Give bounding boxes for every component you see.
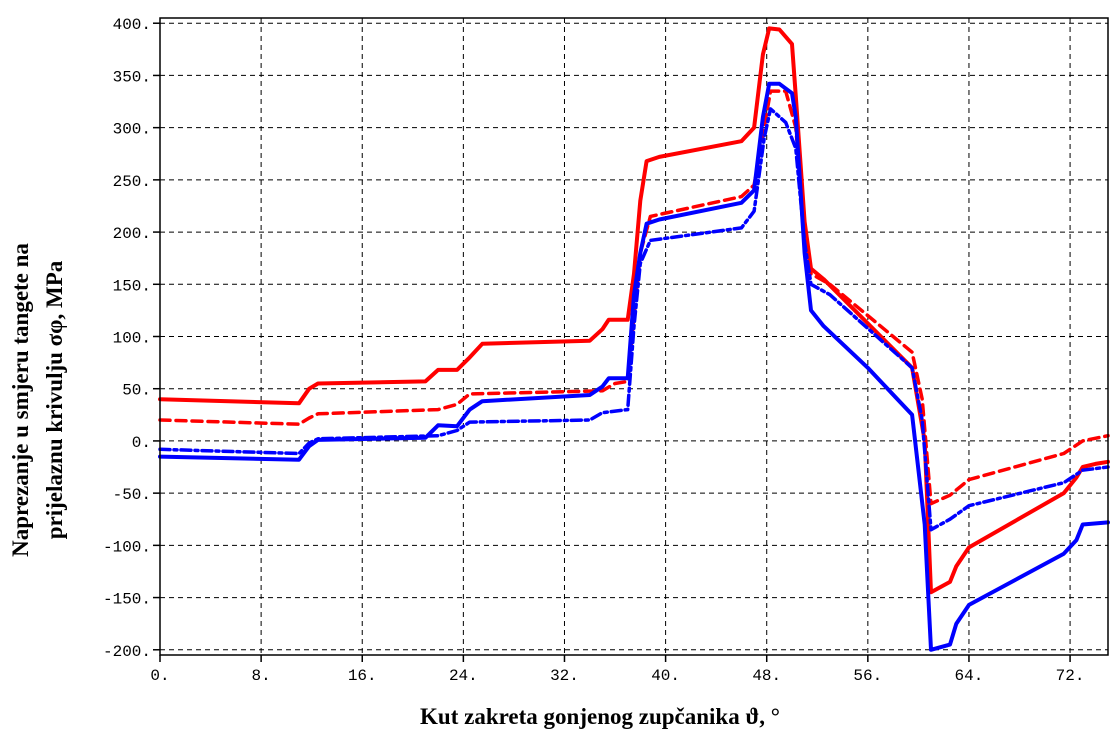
y-tick-label: 350. [113,68,151,86]
y-tick-label: -150. [103,591,151,609]
y-tick-label: -50. [113,486,151,504]
x-tick-label: 16. [348,667,377,685]
y-tick-label: 0. [132,434,151,452]
series-line-3 [158,81,1110,652]
x-tick-label: 72. [1056,667,1085,685]
series-line-4 [158,107,1110,532]
y-tick-label: -100. [103,538,151,556]
x-tick-label: 8. [252,667,271,685]
y-tick-labels: 400. 350. 300. 250. 200. 150. 100. 50. 0. -50. -10… [103,16,160,661]
x-axis-title: Kut zakreta gonjenog zupčanika ϑ, ° [420,704,780,729]
y-tick-label: -200. [103,643,151,661]
y-tick-label: 50. [122,382,151,400]
x-tick-label: 0. [150,667,169,685]
y-tick-label: 300. [113,121,151,139]
x-tick-label: 64. [955,667,984,685]
x-tick-label: 32. [550,667,579,685]
y-axis-title-line2: prijelaznu krivulju σφ, MPa [42,260,67,539]
x-tick-label: 24. [449,667,478,685]
x-tick-label: 56. [853,667,882,685]
x-tick-labels: 0. 8. 16. 24. 32. 40. 48. 56. 64. 72. [150,655,1084,685]
y-tick-label: 150. [113,277,151,295]
series-layer [158,26,1110,652]
y-tick-label: 400. [113,16,151,34]
series-line-1 [158,26,1110,595]
y-tick-label: 200. [113,225,151,243]
x-tick-label: 40. [651,667,680,685]
y-axis-title-line1: Naprezanje u smjeru tangete na [8,243,33,557]
y-tick-label: 100. [113,330,151,348]
y-tick-label: 250. [113,173,151,191]
grid [160,18,1108,655]
x-tick-label: 48. [752,667,781,685]
